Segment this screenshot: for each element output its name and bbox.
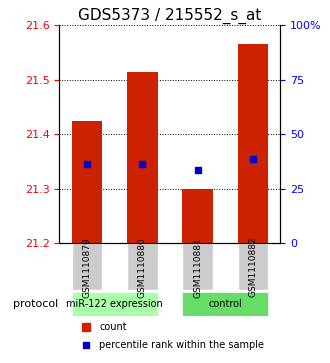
Text: control: control	[208, 299, 242, 309]
FancyBboxPatch shape	[72, 292, 157, 316]
FancyBboxPatch shape	[72, 243, 102, 290]
Text: percentile rank within the sample: percentile rank within the sample	[99, 339, 264, 350]
Text: miR-122 expression: miR-122 expression	[66, 299, 163, 309]
Text: protocol: protocol	[13, 299, 58, 309]
FancyBboxPatch shape	[127, 243, 157, 290]
Bar	[127, 72, 157, 243]
Bar	[238, 44, 268, 243]
FancyBboxPatch shape	[238, 243, 268, 290]
Bar	[72, 121, 102, 243]
Title: GDS5373 / 215552_s_at: GDS5373 / 215552_s_at	[78, 8, 262, 24]
Text: GSM1110880: GSM1110880	[138, 237, 147, 298]
Text: count: count	[99, 322, 127, 332]
Bar	[182, 189, 213, 243]
Text: GSM1110882: GSM1110882	[248, 237, 257, 298]
Text: GSM1110879: GSM1110879	[82, 237, 91, 298]
FancyBboxPatch shape	[182, 292, 268, 316]
FancyBboxPatch shape	[182, 243, 213, 290]
Text: GSM1110881: GSM1110881	[193, 237, 202, 298]
